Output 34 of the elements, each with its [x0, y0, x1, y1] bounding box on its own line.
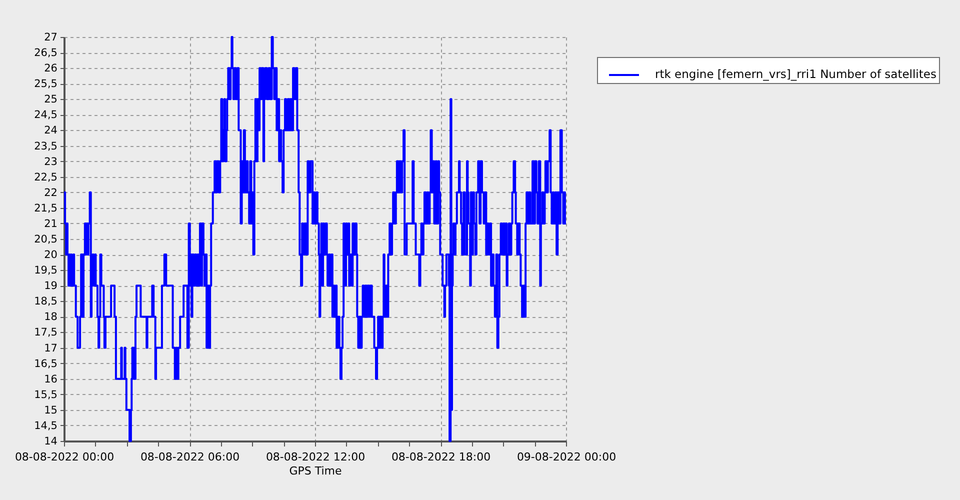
y-tick-label: 18 [44, 311, 58, 324]
y-tick-label: 19,5 [34, 264, 58, 277]
y-tick-label: 18,5 [34, 296, 58, 308]
y-tick-label: 23,5 [34, 140, 58, 152]
y-tick-label: 21,5 [34, 202, 58, 214]
y-tick-label: 14,5 [34, 420, 58, 432]
x-axis-title: GPS Time [289, 464, 342, 478]
y-tick-label: 16 [44, 373, 58, 386]
x-tick-label: 09-08-2022 00:00 [516, 450, 616, 464]
y-tick-label: 17 [44, 342, 58, 354]
y-tick-label: 15 [44, 404, 58, 416]
y-tick-label: 24,5 [34, 109, 58, 122]
y-tick-label: 26 [44, 62, 58, 75]
x-tick-label: 08-08-2022 06:00 [140, 450, 240, 464]
y-tick-label: 19 [44, 280, 58, 292]
y-tick-label: 16,5 [34, 358, 58, 370]
y-tick-label: 22 [44, 186, 58, 199]
y-tick-label: 17,5 [34, 326, 58, 339]
y-tick-label: 25,5 [34, 78, 58, 90]
x-tick-label: 08-08-2022 18:00 [391, 450, 491, 464]
y-tick-label: 20 [44, 249, 58, 262]
y-tick-label: 14 [44, 436, 58, 448]
x-tick-label: 08-08-2022 00:00 [14, 450, 114, 464]
y-tick-label: 15,5 [34, 388, 58, 401]
y-tick-label: 25 [44, 94, 58, 106]
y-tick-label: 26,5 [34, 47, 58, 60]
y-tick-label: 23 [44, 156, 58, 168]
y-tick-label: 24 [44, 124, 58, 137]
y-tick-label: 21 [44, 218, 58, 230]
legend-label: rtk engine [femern_vrs]_rri1 Number of satellites [655, 67, 936, 81]
y-tick-label: 22,5 [34, 171, 58, 184]
y-tick-label: 27 [44, 32, 58, 44]
y-tick-label: 20,5 [34, 234, 58, 246]
x-tick-label: 08-08-2022 12:00 [266, 450, 366, 464]
